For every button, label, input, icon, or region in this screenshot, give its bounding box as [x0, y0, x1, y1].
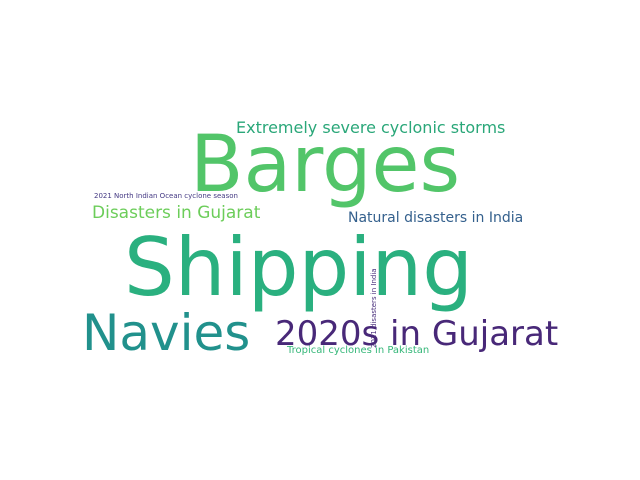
word-shipping: Shipping: [124, 221, 473, 314]
word-2021-disasters-in-india: 2021 disasters in India: [370, 268, 378, 348]
word-extremely-severe-cyclonic-storms: Extremely severe cyclonic storms: [236, 118, 506, 137]
word-barges: Barges: [190, 120, 461, 210]
word-navies: Navies: [82, 304, 251, 362]
word-disasters-in-gujarat: Disasters in Gujarat: [92, 203, 261, 223]
word-tropical-cyclones-in-pakistan: Tropical cyclones in Pakistan: [287, 345, 430, 356]
word-2021-north-indian-ocean-cyclone-season: 2021 North Indian Ocean cyclone season: [94, 192, 238, 200]
word-natural-disasters-in-india: Natural disasters in India: [348, 210, 524, 226]
word-2020s-in-gujarat: 2020s in Gujarat: [275, 314, 559, 354]
